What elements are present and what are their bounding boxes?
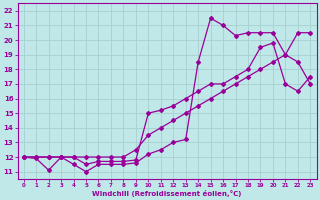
X-axis label: Windchill (Refroidissement éolien,°C): Windchill (Refroidissement éolien,°C) <box>92 190 242 197</box>
